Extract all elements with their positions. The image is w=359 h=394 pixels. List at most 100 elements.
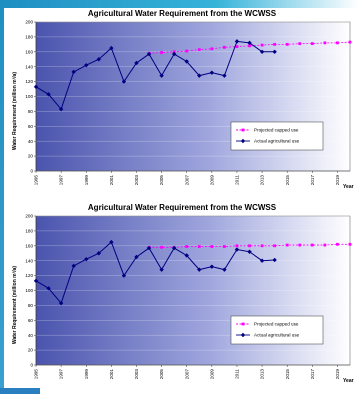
data-point [248, 44, 251, 48]
data-point [272, 49, 277, 54]
x-tick-label: 2003 [134, 369, 139, 380]
slide-top-band [0, 0, 359, 8]
data-point [273, 42, 277, 46]
data-point [273, 244, 277, 248]
data-point [348, 242, 352, 246]
series-line [35, 241, 275, 305]
data-point [159, 73, 164, 78]
x-tick-label: 2009 [209, 175, 214, 186]
plot-area: 0 20 40 60 80 100 120 140 160 180 200 1995 1997 1999 2… [25, 214, 352, 380]
x-tick-label: 1999 [84, 175, 89, 186]
x-tick-label: 2019 [335, 175, 340, 186]
data-point [241, 322, 245, 326]
x-tick-label: 2015 [285, 175, 290, 186]
legend-label: Projected capped use [254, 128, 299, 133]
x-tick-label: 2011 [235, 175, 240, 185]
data-point [285, 42, 289, 46]
data-point [248, 244, 251, 248]
data-point [159, 267, 164, 272]
data-point [109, 45, 114, 51]
data-point [310, 42, 314, 46]
chart-panel-2: Agricultural Water Requirement from the … [6, 202, 359, 390]
legend-label: Actual agricultural use [254, 333, 300, 338]
data-point [240, 138, 246, 144]
data-point [184, 59, 189, 64]
data-point [172, 50, 176, 54]
y-tick-label: 200 [25, 20, 33, 25]
plot-area: 0 20 40 60 80 100 120 140 160 180 200 1995 1997 1999 2… [25, 20, 352, 186]
x-tick-label: 2017 [310, 369, 315, 380]
y-tick-label: 140 [25, 258, 33, 263]
x-tick-label: 2009 [209, 369, 214, 380]
x-tick-label: 2003 [134, 175, 139, 186]
legend-box [230, 315, 324, 345]
y-tick-label: 0 [30, 169, 33, 174]
data-point [348, 40, 352, 44]
data-point [223, 45, 226, 49]
data-point [84, 63, 89, 68]
data-point [71, 69, 76, 75]
x-tick-label: 2015 [285, 369, 290, 380]
x-tick-label: 1997 [59, 175, 64, 186]
y-tick-label: 200 [25, 214, 33, 219]
x-tick-label: 2005 [159, 369, 164, 380]
x-tick-label: 2005 [159, 175, 164, 186]
chart-1: Agricultural Water Requirement from the … [12, 9, 354, 190]
data-point [33, 278, 39, 284]
x-axis-title: Year [343, 184, 354, 190]
y-tick-label: 40 [28, 333, 34, 338]
x-tick-label: 2013 [260, 175, 265, 186]
y-tick-label: 160 [25, 243, 33, 248]
data-point [185, 245, 189, 248]
y-tick-label: 80 [28, 303, 34, 308]
data-point [109, 239, 114, 245]
y-tick-label: 120 [25, 273, 33, 278]
series-line [35, 40, 275, 111]
data-point [185, 49, 189, 53]
data-point [235, 244, 239, 248]
slide-bottom-band [0, 388, 40, 394]
y-tick-label: 140 [25, 64, 33, 69]
y-axis-title: Water Requirement (million m³/a) [12, 266, 18, 344]
y-tick-label: 60 [28, 124, 34, 129]
data-point [235, 45, 239, 48]
data-point [285, 243, 289, 247]
x-tick-label: 1995 [34, 369, 39, 380]
data-point [58, 300, 64, 306]
data-point [323, 243, 327, 247]
chart-title: Agricultural Water Requirement from the … [88, 203, 277, 212]
y-tick-label: 160 [25, 49, 33, 54]
legend-label: Projected capped use [254, 322, 299, 327]
data-point [197, 48, 201, 51]
data-point [197, 245, 201, 248]
x-tick-label: 1999 [84, 369, 89, 380]
data-point [260, 244, 264, 248]
data-point [310, 243, 314, 247]
chart-2: Agricultural Water Requirement from the … [12, 203, 354, 384]
y-tick-label: 100 [25, 94, 33, 99]
x-tick-label: 2001 [109, 175, 114, 186]
x-tick-label: 2013 [260, 369, 265, 380]
data-point [298, 42, 302, 46]
data-point [197, 73, 202, 78]
data-point [222, 73, 227, 78]
data-point [209, 70, 215, 75]
data-point [96, 57, 101, 62]
y-tick-label: 20 [28, 348, 34, 353]
x-tick-label: 1995 [34, 175, 39, 186]
y-tick-label: 20 [28, 154, 34, 159]
legend-box [230, 121, 324, 151]
y-tick-label: 60 [28, 318, 34, 323]
data-point [223, 245, 226, 248]
data-point [146, 51, 152, 57]
x-tick-label: 2011 [235, 369, 240, 379]
y-tick-label: 0 [30, 363, 33, 368]
data-point [160, 51, 163, 54]
data-point [46, 286, 51, 291]
slide-left-band [0, 0, 4, 394]
data-point [336, 41, 339, 45]
data-point [197, 267, 202, 272]
data-point [241, 128, 245, 132]
data-point [46, 92, 51, 97]
data-point [58, 106, 64, 112]
